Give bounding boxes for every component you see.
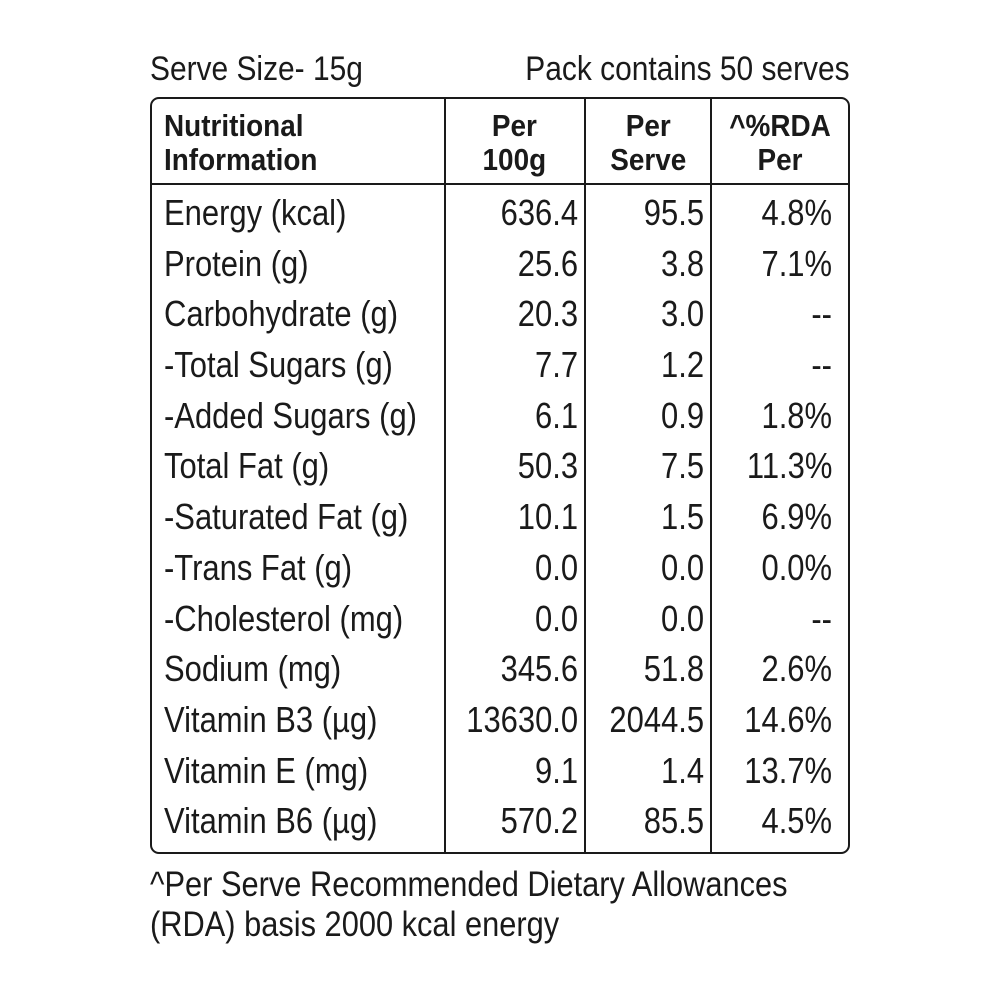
value-per-100g: 25.6: [517, 242, 578, 284]
table-row: Sodium (mg) 345.6 51.8 2.6%: [152, 644, 848, 695]
value-rda: 2.6%: [761, 648, 832, 690]
value-per-100g: 13630.0: [466, 698, 578, 740]
header-nutritional-information: Nutritional Information: [164, 109, 318, 177]
footnote-line: ^Per Serve Recommended Dietary Allowance…: [150, 865, 788, 904]
nutrient-name: -Total Sugars (g): [164, 344, 393, 386]
value-per-100g: 636.4: [500, 192, 578, 233]
table-row: Energy (kcal) 636.4 95.5 4.8%: [152, 188, 848, 239]
value-rda: --: [811, 597, 832, 639]
table-row: Vitamin B3 (µg) 13630.0 2044.5 14.6%: [152, 695, 848, 746]
value-per-serve: 95.5: [643, 192, 704, 233]
value-per-serve: 85.5: [643, 800, 704, 842]
table-body: Energy (kcal) 636.4 95.5 4.8% Protein (g) 25.…: [152, 188, 848, 847]
nutrient-name: Sodium (mg): [164, 648, 342, 690]
table-row: Vitamin B6 (µg) 570.2 85.5 4.5%: [152, 796, 848, 847]
nutrient-name: -Added Sugars (g): [164, 394, 417, 436]
value-rda: 6.9%: [761, 496, 832, 538]
serve-info: Serve Size- 15g Pack contains 50 serves: [150, 48, 850, 90]
value-per-serve: 51.8: [643, 648, 704, 690]
nutrient-name: Vitamin E (mg): [164, 749, 369, 791]
table-row: Carbohydrate (g) 20.3 3.0 --: [152, 289, 848, 340]
header-rda-per-serve: ^%RDA Per Serve: [729, 109, 831, 181]
value-rda: 7.1%: [761, 242, 832, 284]
table-row: -Saturated Fat (g) 10.1 1.5 6.9%: [152, 492, 848, 543]
column-divider: [710, 99, 712, 852]
nutrient-name: Vitamin B6 (µg): [164, 800, 378, 842]
value-rda: 4.8%: [761, 192, 832, 233]
nutrient-name: -Trans Fat (g): [164, 546, 353, 588]
value-per-serve: 1.5: [660, 496, 704, 538]
nutrition-table: Nutritional Information Per 100g Per Ser…: [150, 97, 850, 854]
value-rda: --: [811, 293, 832, 335]
value-rda: --: [811, 344, 832, 386]
nutrient-name: Carbohydrate (g): [164, 293, 399, 335]
value-per-serve: 3.0: [660, 293, 704, 335]
value-rda: 0.0%: [761, 546, 832, 588]
serve-size: Serve Size- 15g: [150, 50, 363, 88]
nutrient-name: Total Fat (g): [164, 445, 330, 487]
value-per-serve: 1.4: [660, 749, 704, 791]
table-row: Vitamin E (mg) 9.1 1.4 13.7%: [152, 746, 848, 797]
nutrient-name: Vitamin B3 (µg): [164, 698, 378, 740]
value-per-100g: 9.1: [534, 749, 578, 791]
value-rda: 4.5%: [761, 800, 832, 842]
table-row: -Cholesterol (mg) 0.0 0.0 --: [152, 594, 848, 645]
value-rda: 14.6%: [744, 698, 832, 740]
pack-contains: Pack contains 50 serves: [525, 50, 850, 88]
column-divider: [444, 99, 446, 852]
nutrient-name: -Cholesterol (mg): [164, 597, 404, 639]
value-per-100g: 6.1: [534, 394, 578, 436]
value-per-serve: 1.2: [660, 344, 704, 386]
value-rda: 1.8%: [761, 394, 832, 436]
table-row: -Total Sugars (g) 7.7 1.2 --: [152, 340, 848, 391]
value-per-100g: 570.2: [500, 800, 578, 842]
value-per-serve: 0.0: [660, 597, 704, 639]
header-per-serve: Per Serve: [609, 109, 687, 177]
value-per-100g: 7.7: [534, 344, 578, 386]
header-divider: [152, 183, 848, 185]
nutrient-name: Protein (g): [164, 242, 309, 284]
value-per-100g: 0.0: [534, 597, 578, 639]
table-row: Total Fat (g) 50.3 7.5 11.3%: [152, 441, 848, 492]
value-per-100g: 10.1: [517, 496, 578, 538]
value-per-serve: 7.5: [660, 445, 704, 487]
value-rda: 13.7%: [744, 749, 832, 791]
nutrient-name: -Saturated Fat (g): [164, 496, 409, 538]
header-per-100g: Per 100g: [482, 109, 546, 177]
footnote-line: (RDA) basis 2000 kcal energy: [150, 905, 560, 944]
value-per-serve: 0.0: [660, 546, 704, 588]
value-rda: 11.3%: [746, 445, 832, 487]
value-per-100g: 20.3: [517, 293, 578, 335]
value-per-serve: 2044.5: [609, 698, 704, 740]
value-per-100g: 0.0: [534, 546, 578, 588]
nutrient-name: Energy (kcal): [164, 192, 347, 233]
value-per-serve: 0.9: [660, 394, 704, 436]
table-row: -Trans Fat (g) 0.0 0.0 0.0%: [152, 543, 848, 594]
column-divider: [584, 99, 586, 852]
value-per-100g: 50.3: [517, 445, 578, 487]
table-row: Protein (g) 25.6 3.8 7.1%: [152, 239, 848, 290]
value-per-serve: 3.8: [660, 242, 704, 284]
table-row: -Added Sugars (g) 6.1 0.9 1.8%: [152, 391, 848, 442]
value-per-100g: 345.6: [500, 648, 578, 690]
footnote: ^Per Serve Recommended Dietary Allowance…: [150, 865, 910, 945]
